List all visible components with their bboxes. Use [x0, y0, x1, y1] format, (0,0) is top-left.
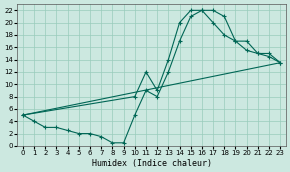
X-axis label: Humidex (Indice chaleur): Humidex (Indice chaleur) [92, 159, 212, 168]
